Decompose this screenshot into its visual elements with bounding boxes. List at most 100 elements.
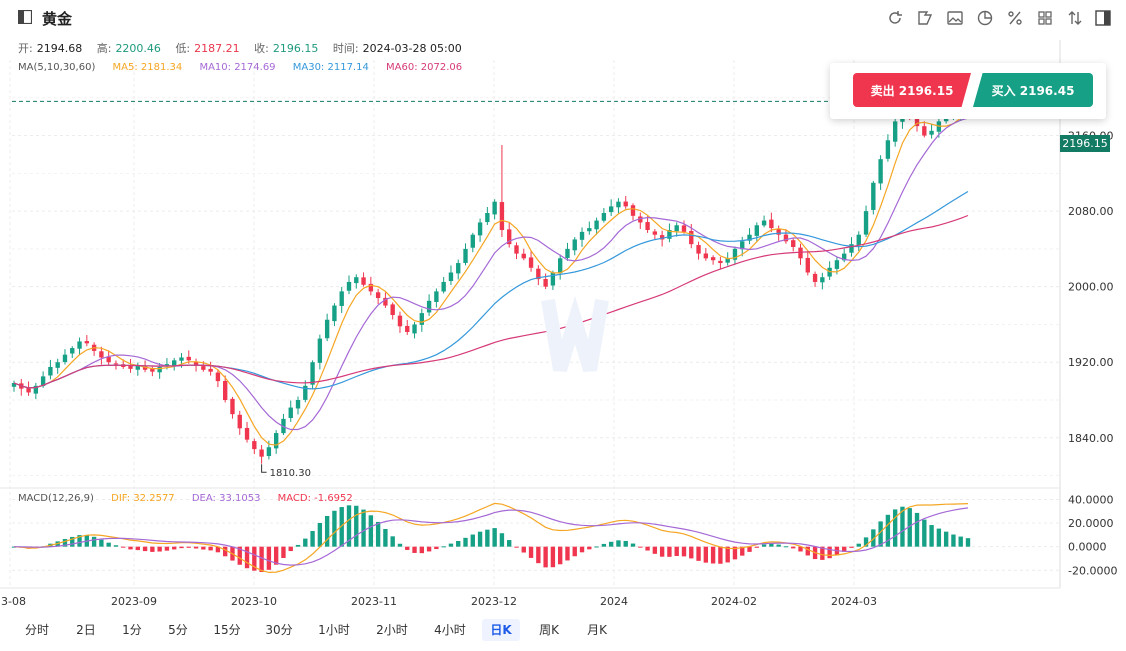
candle-body [856, 234, 861, 246]
macd-bar [871, 529, 876, 547]
grid-icon[interactable] [1036, 9, 1054, 27]
period-tab-15m[interactable]: 15分 [213, 623, 241, 637]
candle-body [172, 360, 177, 366]
macd-tick-label: -20.0000 [1068, 564, 1117, 577]
price-tick-label: 2000.00 [1068, 281, 1114, 294]
macd-bar [747, 546, 752, 552]
macd-bar [892, 509, 898, 547]
macd-bar [426, 546, 432, 552]
low-marker-label: 1810.30 [270, 468, 311, 479]
macd-bar [565, 546, 570, 561]
candle-body [470, 234, 475, 248]
macd-bar [914, 512, 920, 547]
macd-legend: MACD(12,26,9) DIF: 32.2577 DEA: 33.1053 … [18, 493, 367, 504]
candle-body [761, 220, 767, 226]
period-tab-fenshi[interactable]: 分时 [24, 623, 49, 637]
macd-bar [142, 546, 148, 552]
price-tick-label: 2080.00 [1068, 205, 1114, 218]
candle-body [652, 231, 658, 235]
macd-bar [492, 528, 497, 547]
candle-body [696, 245, 701, 254]
candle-body [565, 248, 570, 258]
candle-body [587, 228, 592, 232]
period-tab-5m[interactable]: 5分 [168, 623, 188, 637]
pie-icon[interactable] [976, 9, 994, 27]
macd-bar [339, 507, 344, 547]
period-tab-1h[interactable]: 1小时 [318, 623, 350, 637]
candle-body [237, 414, 242, 429]
candle-body [281, 418, 286, 434]
low-label: 低: [175, 42, 191, 55]
buy-button[interactable]: 买入 2196.45 [973, 73, 1093, 107]
ma30-value: MA30: 2117.14 [292, 62, 369, 73]
macd-bar [354, 505, 359, 547]
macd-bar [288, 546, 293, 552]
draw-icon[interactable] [916, 9, 934, 27]
candle-body [142, 365, 148, 370]
candle-body [448, 272, 454, 282]
time-tick-label: 2023-12 [471, 595, 517, 608]
candle-body [332, 305, 337, 322]
candle-body [273, 433, 279, 449]
time-tick-label: 2024 [600, 595, 628, 608]
macd-bar [383, 528, 388, 547]
macd-bar [62, 539, 68, 547]
macd-tick-label: 40.0000 [1068, 493, 1114, 506]
period-tab-1m[interactable]: 1分 [122, 623, 142, 637]
period-tab-2d[interactable]: 2日 [76, 623, 96, 637]
macd-bar [936, 528, 942, 547]
macd-bar [929, 525, 934, 547]
candle-body [295, 400, 301, 409]
ma-legend: MA(5,10,30,60) MA5: 2181.34 MA10: 2174.6… [18, 62, 476, 73]
candle-body [798, 247, 803, 259]
panel-left-icon[interactable] [18, 10, 32, 24]
macd-bar [361, 509, 366, 547]
macd-bar [397, 543, 403, 547]
candle-body [354, 277, 359, 284]
candle-body [77, 341, 82, 349]
refresh-icon[interactable] [886, 9, 904, 27]
macd-bar [659, 546, 665, 557]
period-tab-week[interactable]: 周K [539, 623, 559, 637]
candle-body [419, 313, 425, 325]
macd-bar [608, 541, 614, 547]
image-icon[interactable] [946, 9, 964, 27]
period-tab-2h[interactable]: 2小时 [376, 623, 408, 637]
sort-icon[interactable] [1066, 9, 1084, 27]
candle-body [317, 338, 323, 363]
candle-body [842, 253, 847, 261]
candle-body [528, 257, 534, 268]
macd-bar [324, 515, 330, 547]
sell-button[interactable]: 卖出 2196.15 [853, 73, 971, 107]
candle-body [543, 278, 548, 287]
macd-bar [761, 544, 767, 547]
candle-body [863, 211, 869, 235]
candle-body [521, 253, 526, 259]
candle-body [616, 201, 621, 208]
macd-bar [252, 546, 257, 571]
macd-bar [798, 546, 803, 552]
period-tab-4h[interactable]: 4小时 [434, 623, 466, 637]
period-tab-month[interactable]: 月K [587, 623, 607, 637]
macd-bar [842, 546, 847, 552]
period-tab-day[interactable]: 日K [482, 619, 520, 641]
macd-bar [434, 546, 439, 550]
macd-bar [470, 534, 475, 547]
panel-right-icon[interactable] [1094, 9, 1112, 27]
macd-bar [441, 546, 446, 548]
macd-bar [456, 540, 461, 547]
time-tick-label: 2023-10 [231, 595, 277, 608]
macd-bar [718, 546, 723, 564]
macd-bar [754, 546, 759, 548]
percent-icon[interactable] [1006, 9, 1024, 27]
dif-value: DIF: 32.2577 [111, 493, 175, 504]
candle-body [33, 385, 39, 394]
candle-body [674, 225, 679, 232]
period-tab-30m[interactable]: 30分 [265, 623, 293, 637]
candle-body [645, 222, 650, 230]
low-marker-arrow [261, 464, 267, 473]
candle-body [383, 297, 388, 306]
period-selector: 分时 2日 1分 5分 15分 30分 1小时 2小时 4小时 日K 周K 月K [0, 614, 1126, 644]
candle-body [703, 253, 709, 259]
